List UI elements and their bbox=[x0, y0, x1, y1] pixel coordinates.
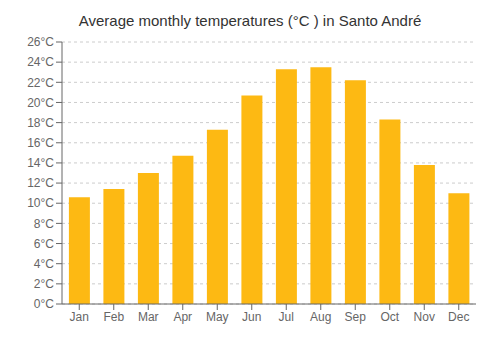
svg-text:6°C: 6°C bbox=[34, 237, 54, 251]
svg-text:2°C: 2°C bbox=[34, 277, 54, 291]
svg-text:0°C: 0°C bbox=[34, 297, 54, 311]
svg-text:Feb: Feb bbox=[103, 310, 124, 324]
svg-text:Dec: Dec bbox=[448, 310, 469, 324]
svg-text:4°C: 4°C bbox=[34, 257, 54, 271]
svg-text:14°C: 14°C bbox=[27, 156, 54, 170]
svg-text:Apr: Apr bbox=[173, 310, 192, 324]
svg-text:Nov: Nov bbox=[414, 310, 435, 324]
svg-text:8°C: 8°C bbox=[34, 217, 54, 231]
svg-text:May: May bbox=[206, 310, 229, 324]
svg-text:Jul: Jul bbox=[279, 310, 294, 324]
svg-text:16°C: 16°C bbox=[27, 136, 54, 150]
svg-text:Sep: Sep bbox=[345, 310, 367, 324]
svg-text:26°C: 26°C bbox=[27, 35, 54, 49]
svg-text:18°C: 18°C bbox=[27, 116, 54, 130]
svg-text:Aug: Aug bbox=[310, 310, 331, 324]
svg-text:Oct: Oct bbox=[380, 310, 399, 324]
svg-text:22°C: 22°C bbox=[27, 76, 54, 90]
svg-text:10°C: 10°C bbox=[27, 196, 54, 210]
svg-text:Mar: Mar bbox=[138, 310, 159, 324]
svg-text:Jun: Jun bbox=[242, 310, 261, 324]
html-text:Average monthly temperatures (: Average monthly temperatures (°C ) in Sa… bbox=[78, 12, 422, 29]
svg-text:24°C: 24°C bbox=[27, 55, 54, 69]
svg-text:12°C: 12°C bbox=[27, 176, 54, 190]
svg-text:Jan: Jan bbox=[70, 310, 89, 324]
svg-text:20°C: 20°C bbox=[27, 96, 54, 110]
